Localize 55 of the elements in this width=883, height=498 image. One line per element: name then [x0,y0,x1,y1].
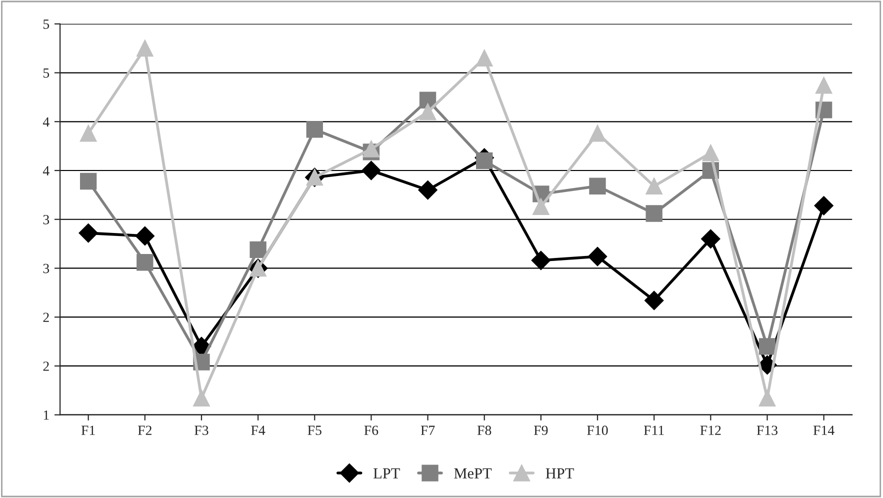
point [644,290,664,310]
point [814,196,834,216]
y-tick-label: 3 [43,214,50,224]
x-tick-label: F11 [644,426,664,435]
legend-label: LPT [374,468,400,478]
y-tick-label: 5 [43,20,50,29]
point [306,121,323,138]
x-tick-label: F7 [420,426,435,435]
point [758,338,776,355]
x-tick-label: F10 [587,426,608,436]
point [758,390,776,407]
point [80,125,97,142]
y-tick-label: 2 [43,312,49,322]
x-tick-label: F2 [138,426,152,435]
point [362,140,380,158]
point [701,229,720,248]
x-tick-label: F5 [308,426,322,436]
legend-label: MePT [454,468,492,479]
point [193,390,210,407]
legend-label: HPT [546,468,574,478]
point [588,246,608,266]
x-tick-label: F4 [251,426,266,435]
x-tick-label: F14 [813,426,834,435]
y-tick-label: 4 [42,166,50,176]
point [362,160,381,180]
x-tick-label: F1 [81,426,95,435]
x-tick-label: F9 [534,426,548,436]
point [136,40,154,57]
point [702,144,719,162]
y-tick-label: 2 [43,362,49,371]
point [136,254,154,271]
x-tick-label: F6 [364,426,378,436]
y-tick-label: 5 [43,68,50,78]
x-tick-label: F12 [700,426,721,435]
point [418,180,438,200]
point [476,152,493,170]
y-tick-label: 4 [42,117,50,126]
point [646,178,662,194]
point [250,241,266,258]
point [815,77,832,94]
x-tick-label: F3 [194,426,208,436]
x-tick-label: F8 [477,426,492,436]
y-tick-label: 1 [44,410,49,420]
point [646,205,662,222]
point [476,50,493,66]
y-tick-label: 3 [43,264,50,274]
point [531,250,550,270]
point [532,198,550,215]
point [589,178,606,194]
point [589,125,606,142]
x-tick-label: F13 [756,426,778,436]
point [419,104,436,120]
point [135,226,154,246]
point [80,172,97,190]
point [78,224,98,243]
